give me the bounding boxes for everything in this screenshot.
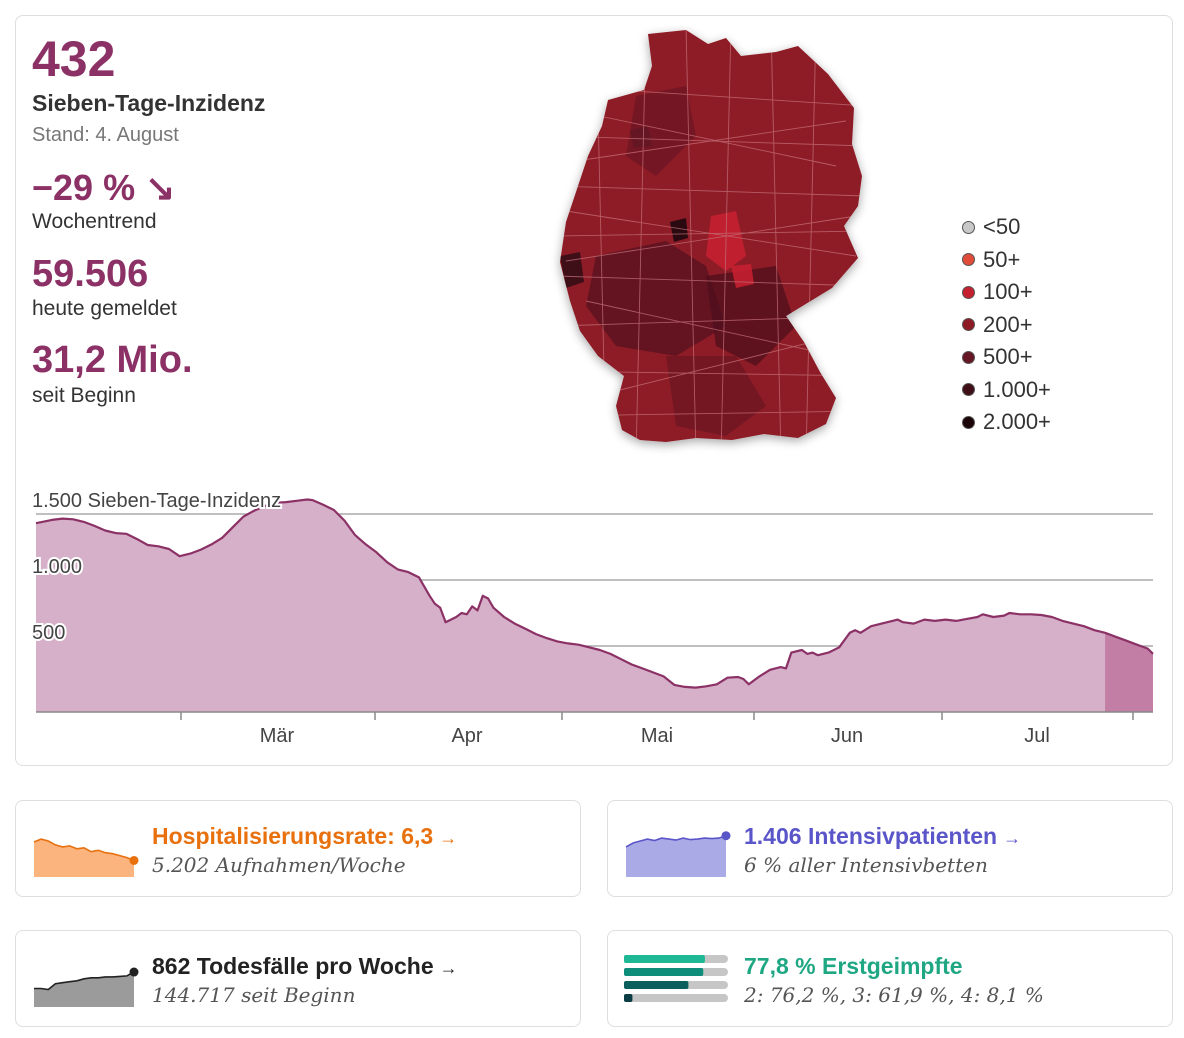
incidence-value: 432 <box>32 31 116 87</box>
sparkline-area <box>626 835 726 877</box>
y-tick-label: 1.500 Sieben-Tage-Inzidenz <box>32 490 281 512</box>
today-reported-label: heute gemeldet <box>32 297 177 320</box>
sparkline-area <box>34 972 134 1007</box>
icu-sparkline <box>625 831 731 877</box>
sparkline-area <box>34 839 134 877</box>
weekly-trend-label: Wochentrend <box>32 210 157 233</box>
icu-subtitle: 6 % aller Intensivbetten <box>744 853 988 877</box>
arrow-right-icon: → <box>439 828 458 848</box>
sparkline-end-dot <box>129 855 139 865</box>
y-tick-label: 500 <box>32 622 65 644</box>
incidence-card: 432 Sieben-Tage-Inzidenz Stand: 4. Augus… <box>15 15 1173 766</box>
stand-date: Stand: 4. August <box>32 124 179 146</box>
legend-swatch <box>962 285 975 299</box>
incidence-area-chart[interactable]: 1.500 Sieben-Tage-Inzidenz 1.000 500 Mär Apr… <box>16 16 1172 765</box>
incidence-line <box>35 498 1154 689</box>
vaccination-card[interactable]: 77,8 % Erstgeimpfte 2: 76,2 %, 3: 61,9 %… <box>607 930 1173 1027</box>
deaths-card[interactable]: 862 Todesfälle pro Woche → 144.717 seit B… <box>15 930 581 1027</box>
legend-swatch <box>962 383 975 397</box>
today-reported-value: 59.506 <box>32 253 149 295</box>
deaths-subtitle: 144.717 seit Beginn <box>152 983 356 1007</box>
hospitalization-subtitle: 5.202 Aufnahmen/Woche <box>152 853 406 877</box>
vaccination-bars <box>624 955 728 1002</box>
sparkline-end-dot <box>129 967 139 977</box>
hospitalization-sparkline <box>33 838 139 877</box>
sparkline-line <box>34 971 135 991</box>
vaccination-subtitle: 2: 76,2 %, 3: 61,9 %, 4: 8,1 % <box>744 983 1044 1007</box>
x-tick-label: Jun <box>831 725 863 747</box>
incomplete-data-area <box>1105 632 1153 712</box>
district-shading <box>560 30 862 442</box>
sparkline-line <box>625 834 727 848</box>
vaccination-bar-fill <box>624 968 704 976</box>
legend-swatch <box>962 415 975 429</box>
arrow-right-icon: → <box>439 958 458 978</box>
total-cases-value: 31,2 Mio. <box>32 339 193 381</box>
y-tick-label: 1.000 <box>32 556 82 578</box>
legend-item: 1.000+ <box>962 374 1051 407</box>
icu-card[interactable]: 1.406 Intensivpatienten → 6 % aller Inten… <box>607 800 1173 897</box>
arrow-right-icon: → <box>1003 828 1022 848</box>
legend-item: <50 <box>962 211 1051 244</box>
vaccination-bar-fill <box>624 994 633 1002</box>
vaccination-bar-fill <box>624 981 689 989</box>
legend-item: 500+ <box>962 341 1051 374</box>
legend-swatch <box>962 253 975 267</box>
legend-swatch <box>962 220 975 234</box>
icu-title: 1.406 Intensivpatienten → <box>744 823 1022 849</box>
weekly-trend-value: −29 % ↘ <box>32 167 176 208</box>
legend-swatch <box>962 350 975 364</box>
vaccination-title: 77,8 % Erstgeimpfte <box>744 953 963 979</box>
x-tick-label: Mai <box>641 725 673 747</box>
trend-down-arrow-icon: ↘ <box>145 167 176 208</box>
deaths-sparkline <box>34 967 139 1007</box>
sparkline-line <box>33 838 135 862</box>
hospitalization-title: Hospitalisierungsrate: 6,3 → <box>152 823 458 849</box>
legend-swatch <box>962 318 975 332</box>
incidence-label: Sieben-Tage-Inzidenz <box>32 90 266 116</box>
legend-item: 200+ <box>962 309 1051 342</box>
hospitalization-card[interactable]: Hospitalisierungsrate: 6,3 → 5.202 Aufnah… <box>15 800 581 897</box>
map-legend: <50 50+ 100+ 200+ 500+ 1.000+ 2.000+ <box>962 211 1051 439</box>
legend-item: 2.000+ <box>962 406 1051 439</box>
germany-district-map[interactable] <box>536 26 886 456</box>
legend-item: 50+ <box>962 244 1051 277</box>
legend-item: 100+ <box>962 276 1051 309</box>
vaccination-bar-fill <box>624 955 705 963</box>
sparkline-end-dot <box>721 831 731 841</box>
x-tick-label: Mär <box>260 725 295 747</box>
incidence-area <box>36 499 1153 712</box>
total-cases-label: seit Beginn <box>32 384 136 407</box>
vaccination-bar-track <box>624 994 728 1002</box>
deaths-title: 862 Todesfälle pro Woche → <box>152 953 458 979</box>
x-tick-label: Apr <box>451 725 482 747</box>
x-tick-label: Jul <box>1024 725 1050 747</box>
